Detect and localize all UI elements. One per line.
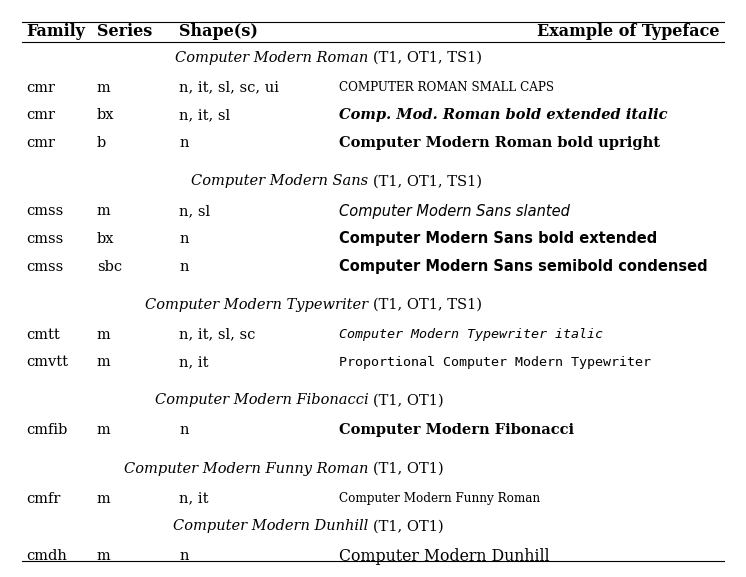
Text: n, it: n, it — [179, 355, 209, 369]
Text: n: n — [179, 136, 189, 150]
Text: n: n — [179, 232, 189, 246]
Text: m: m — [97, 204, 110, 218]
Text: n, it, sl, sc, ui: n, it, sl, sc, ui — [179, 81, 279, 95]
Text: n, it, sl, sc: n, it, sl, sc — [179, 328, 255, 342]
Text: (T1, OT1): (T1, OT1) — [373, 519, 444, 533]
Text: Comp. Mod. Roman bold extended italic: Comp. Mod. Roman bold extended italic — [339, 108, 668, 122]
Text: cmr: cmr — [26, 108, 55, 122]
Text: Computer Modern Sans bold extended: Computer Modern Sans bold extended — [339, 231, 658, 246]
Text: n: n — [179, 424, 189, 437]
Text: n, it, sl: n, it, sl — [179, 108, 231, 122]
Text: cmr: cmr — [26, 136, 55, 150]
Text: Computer Modern Dunhill: Computer Modern Dunhill — [173, 519, 373, 533]
Text: Computer Modern Dunhill: Computer Modern Dunhill — [339, 548, 550, 565]
Text: (T1, OT1, TS1): (T1, OT1, TS1) — [373, 174, 482, 188]
Text: sbc: sbc — [97, 260, 122, 273]
Text: m: m — [97, 328, 110, 342]
Text: Example of Typeface: Example of Typeface — [537, 23, 720, 40]
Text: m: m — [97, 81, 110, 95]
Text: b: b — [97, 136, 106, 150]
Text: Computer Modern Sans: Computer Modern Sans — [191, 174, 373, 188]
Text: (T1, OT1, TS1): (T1, OT1, TS1) — [373, 51, 482, 65]
Text: Computer Modern Typewriter italic: Computer Modern Typewriter italic — [339, 328, 604, 341]
Text: n: n — [179, 260, 189, 273]
Text: cmvtt: cmvtt — [26, 355, 68, 369]
Text: Computer Modern Funny Roman: Computer Modern Funny Roman — [339, 492, 541, 505]
Text: (T1, OT1, TS1): (T1, OT1, TS1) — [373, 298, 482, 312]
Text: Series: Series — [97, 23, 152, 40]
Text: n, it: n, it — [179, 492, 209, 505]
Text: cmdh: cmdh — [26, 549, 67, 563]
Text: Computer Modern Typewriter: Computer Modern Typewriter — [145, 298, 373, 312]
Text: Family: Family — [26, 23, 85, 40]
Text: m: m — [97, 355, 110, 369]
Text: cmtt: cmtt — [26, 328, 60, 342]
Text: COMPUTER ROMAN SMALL CAPS: COMPUTER ROMAN SMALL CAPS — [339, 81, 554, 94]
Text: cmfr: cmfr — [26, 492, 60, 505]
Text: Computer Modern Fibonacci: Computer Modern Fibonacci — [154, 394, 373, 407]
Text: cmfib: cmfib — [26, 424, 67, 437]
Text: Computer Modern Sans slanted: Computer Modern Sans slanted — [339, 204, 570, 219]
Text: Computer Modern Funny Roman: Computer Modern Funny Roman — [124, 462, 373, 475]
Text: cmss: cmss — [26, 232, 63, 246]
Text: cmr: cmr — [26, 81, 55, 95]
Text: Proportional Computer Modern Typewriter: Proportional Computer Modern Typewriter — [339, 356, 651, 369]
Text: bx: bx — [97, 232, 114, 246]
Text: n, sl: n, sl — [179, 204, 210, 218]
Text: cmss: cmss — [26, 204, 63, 218]
Text: bx: bx — [97, 108, 114, 122]
Text: Computer Modern Roman bold upright: Computer Modern Roman bold upright — [339, 136, 660, 150]
Text: (T1, OT1): (T1, OT1) — [373, 394, 444, 407]
Text: Computer Modern Fibonacci: Computer Modern Fibonacci — [339, 424, 574, 437]
Text: m: m — [97, 549, 110, 563]
Text: Computer Modern Roman: Computer Modern Roman — [175, 51, 373, 65]
Text: m: m — [97, 492, 110, 505]
Text: n: n — [179, 549, 189, 563]
Text: m: m — [97, 424, 110, 437]
Text: (T1, OT1): (T1, OT1) — [373, 462, 444, 475]
Text: Shape(s): Shape(s) — [179, 23, 258, 40]
Text: cmss: cmss — [26, 260, 63, 273]
Text: Computer Modern Sans semibold condensed: Computer Modern Sans semibold condensed — [339, 259, 708, 274]
